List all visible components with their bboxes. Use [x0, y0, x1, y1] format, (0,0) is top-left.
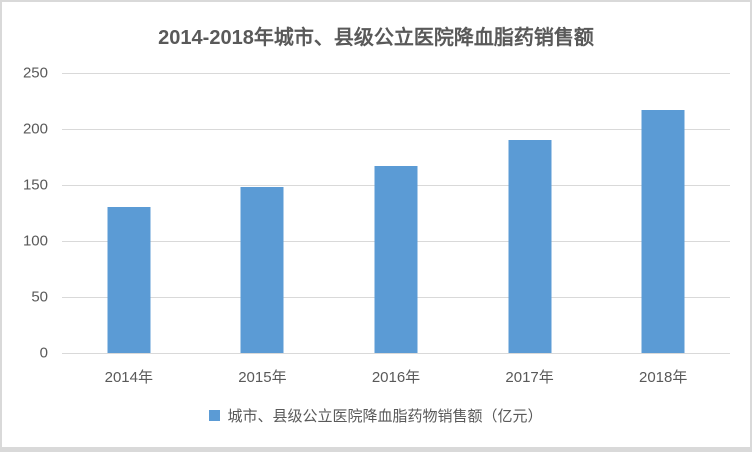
bar-2018年 — [641, 109, 685, 353]
y-axis: 0 50 100 150 200 250 — [2, 65, 48, 362]
gridline-200 — [62, 129, 730, 130]
x-tick-label-2015年: 2015年 — [238, 369, 287, 386]
y-tick-label-50: 50 — [31, 288, 48, 306]
bar-2016年 — [374, 165, 418, 353]
y-tick-label-200: 200 — [22, 120, 48, 138]
legend: 城市、县级公立医院降血脂药物销售额（亿元） — [2, 405, 750, 426]
x-tick-label-2014年: 2014年 — [104, 369, 153, 386]
chart-title: 2014-2018年城市、县级公立医院降血脂药销售额 — [158, 27, 594, 49]
y-tick-label-0: 0 — [39, 344, 48, 362]
y-tick-label-100: 100 — [22, 232, 48, 250]
bar-2015年 — [240, 187, 284, 353]
bar-2017年 — [508, 140, 552, 353]
x-tick-label-2017年: 2017年 — [505, 369, 554, 386]
y-tick-label-250: 250 — [22, 64, 48, 82]
bar-2014年 — [107, 207, 151, 353]
x-axis: 2014年 2015年 2016年 2017年 2018年 — [62, 364, 730, 386]
y-tick-label-150: 150 — [22, 176, 48, 194]
x-tick-label-2016年: 2016年 — [371, 369, 421, 386]
plot-area — [62, 73, 730, 354]
legend-square-icon — [209, 410, 221, 421]
legend-label: 城市、县级公立医院降血脂药物销售额（亿元） — [227, 408, 543, 425]
gridline-0 — [62, 353, 730, 354]
x-tick-label-2018年: 2018年 — [639, 369, 688, 386]
gridline-250 — [62, 73, 730, 74]
